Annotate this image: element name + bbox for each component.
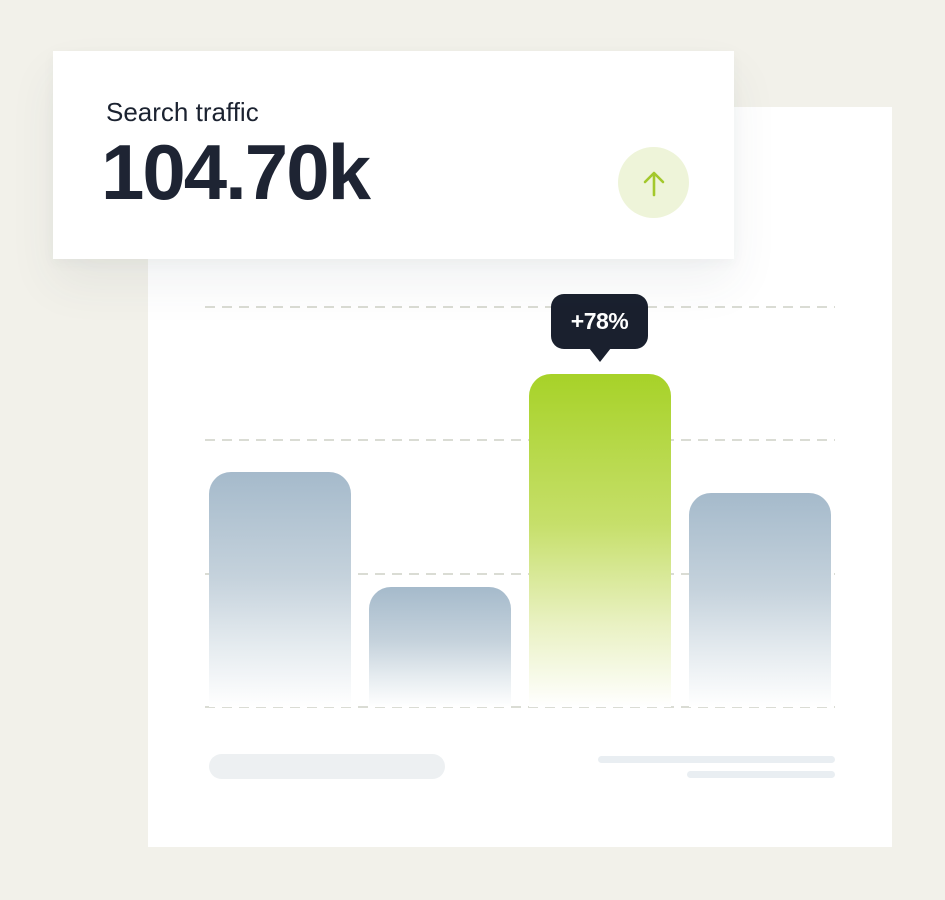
trend-up-badge bbox=[618, 147, 689, 218]
bar-2[interactable] bbox=[369, 587, 511, 707]
bar-4[interactable] bbox=[689, 493, 831, 707]
stat-card-value: 104.70k bbox=[101, 128, 371, 216]
stat-card-label: Search traffic bbox=[106, 97, 259, 127]
bar-3-highlighted[interactable] bbox=[529, 374, 671, 707]
placeholder-line-1 bbox=[598, 756, 835, 763]
tooltip-label: +78% bbox=[570, 308, 629, 334]
gridline-3 bbox=[205, 573, 835, 575]
bar-1[interactable] bbox=[209, 472, 351, 707]
placeholder-line-2 bbox=[687, 771, 835, 778]
placeholder-pill bbox=[209, 754, 445, 779]
arrow-up-icon bbox=[643, 171, 664, 196]
tooltip: +78% bbox=[551, 294, 648, 349]
stat-card: Search traffic 104.70k bbox=[53, 51, 734, 259]
gridline-4 bbox=[205, 706, 835, 708]
gridline-2 bbox=[205, 439, 835, 441]
gridline-1 bbox=[205, 306, 835, 308]
